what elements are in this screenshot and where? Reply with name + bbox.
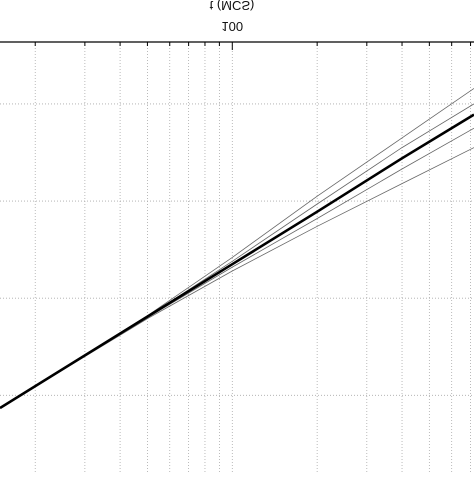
x-tick-label: 100 [221,19,243,34]
series-line [0,113,474,410]
x-axis-label: t (MCS) [210,0,255,13]
series-line [0,147,474,409]
series-line [0,88,474,409]
